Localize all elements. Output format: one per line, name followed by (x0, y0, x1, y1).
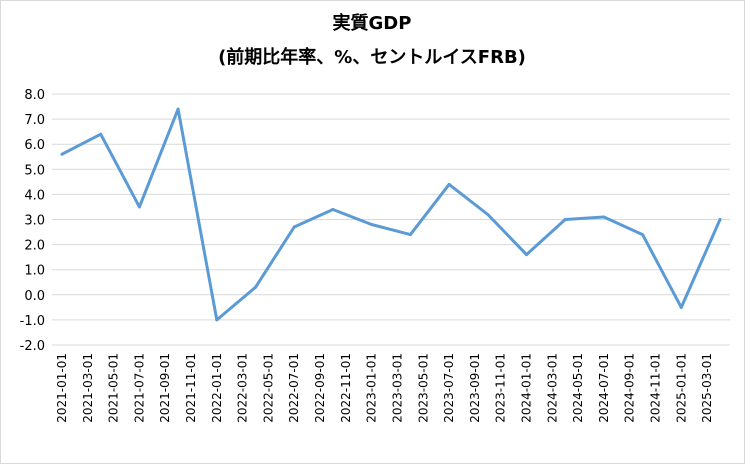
data-point (60, 152, 64, 156)
x-tick-label: 2022-09-01 (313, 353, 327, 423)
gridlines (52, 93, 730, 346)
data-point (602, 215, 606, 219)
x-tick-label: 2022-03-01 (236, 353, 250, 423)
y-axis-ticks: 8.0 7.0 6.0 5.0 4.0 3.0 2.0 1.0 0.0 -1.0 -2.0 (20, 88, 45, 354)
data-point (679, 305, 683, 309)
x-tick-label: 2025-01-01 (674, 353, 688, 423)
data-point (292, 225, 296, 229)
x-tick-label: 2023-05-01 (416, 353, 430, 423)
y-tick-label: -2.0 (20, 339, 45, 354)
data-point (447, 182, 451, 186)
x-tick-label: 2024-11-01 (648, 353, 662, 423)
y-tick-label: 1.0 (24, 264, 45, 279)
x-tick-label: 2022-01-01 (210, 353, 224, 423)
y-tick-label: -1.0 (20, 314, 45, 329)
data-point (331, 208, 335, 211)
x-tick-label: 2021-01-01 (55, 353, 69, 423)
x-tick-label: 2024-03-01 (545, 353, 559, 423)
x-tick-label: 2021-07-01 (132, 353, 146, 423)
x-tick-label: 2021-11-01 (184, 353, 198, 423)
data-point (137, 205, 141, 209)
x-tick-label: 2023-07-01 (442, 353, 456, 423)
x-tick-label: 2023-03-01 (390, 353, 404, 423)
x-tick-label: 2025-03-01 (700, 353, 714, 423)
x-tick-label: 2024-09-01 (623, 353, 637, 423)
series-line (60, 107, 722, 322)
data-point (215, 318, 219, 322)
x-tick-label: 2022-05-01 (261, 353, 275, 423)
x-tick-label: 2023-09-01 (468, 353, 482, 423)
x-tick-label: 2024-01-01 (519, 353, 533, 423)
data-point (486, 213, 490, 216)
data-point (563, 218, 567, 221)
y-tick-label: 8.0 (24, 88, 45, 103)
chart-title: 実質GDP (333, 12, 412, 34)
x-tick-label: 2024-07-01 (597, 353, 611, 423)
x-tick-label: 2021-05-01 (107, 353, 121, 423)
x-tick-label: 2023-11-01 (494, 353, 508, 423)
y-tick-label: 7.0 (24, 113, 45, 128)
data-point (408, 233, 412, 237)
x-tick-label: 2024-05-01 (571, 353, 585, 423)
data-point (176, 107, 180, 111)
x-tick-label: 2022-11-01 (339, 353, 353, 423)
data-point (370, 223, 374, 226)
x-tick-label: 2023-01-01 (365, 353, 379, 423)
y-tick-label: 5.0 (24, 163, 45, 178)
chart-subtitle: (前期比年率、%、セントルイスFRB) (218, 46, 526, 68)
data-point (525, 253, 528, 257)
x-tick-label: 2021-03-01 (81, 353, 95, 423)
data-point (641, 233, 645, 237)
data-point (718, 218, 722, 221)
series-layer (60, 107, 722, 322)
y-tick-label: 3.0 (24, 214, 45, 229)
y-tick-label: 2.0 (24, 239, 45, 254)
data-point (99, 132, 103, 136)
y-tick-label: 0.0 (24, 289, 45, 304)
x-tick-label: 2021-09-01 (158, 353, 172, 423)
x-tick-label: 2022-07-01 (287, 353, 301, 423)
data-point (254, 285, 257, 289)
x-axis-ticks: 2021-01-01 2021-03-01 2021-05-01 2021-07-01… (55, 353, 714, 423)
y-tick-label: 6.0 (24, 138, 45, 153)
y-tick-label: 4.0 (24, 188, 45, 203)
